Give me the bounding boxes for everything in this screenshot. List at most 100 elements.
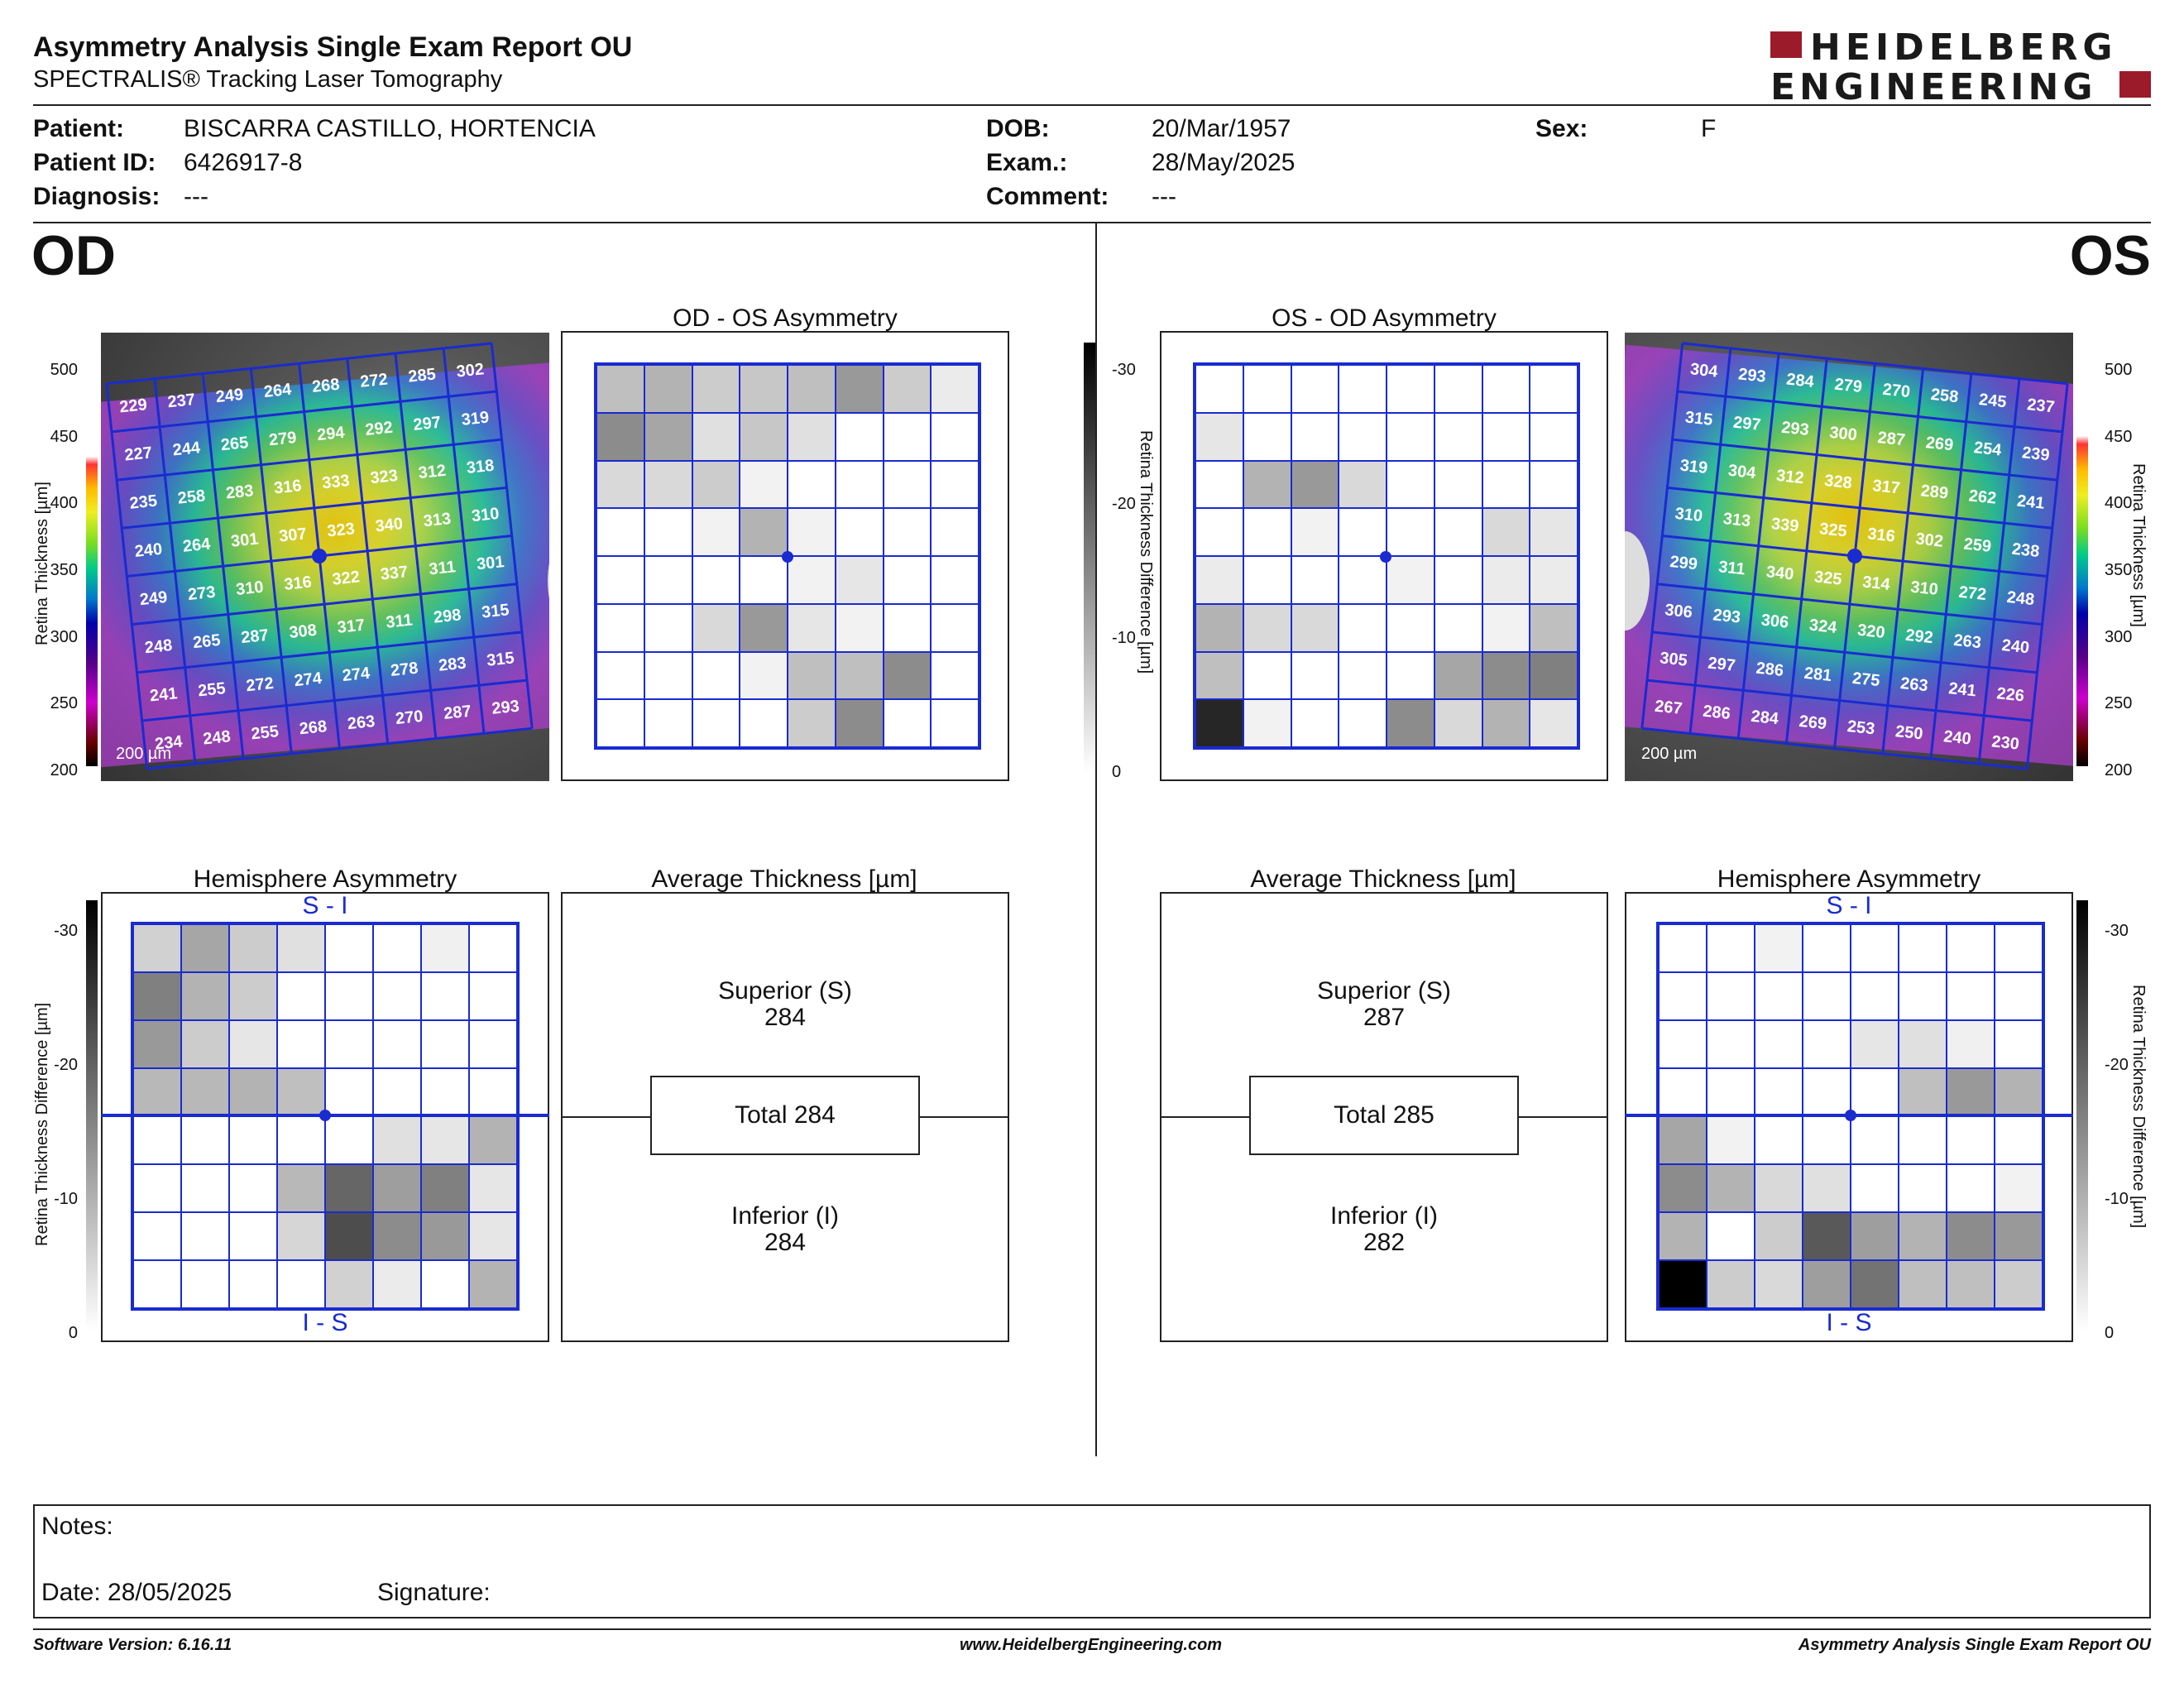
grid-cell bbox=[421, 1020, 469, 1068]
grid-cell bbox=[1243, 603, 1291, 652]
grid-cell bbox=[469, 1068, 517, 1116]
grid-cell bbox=[325, 924, 373, 972]
grid-cell bbox=[644, 651, 692, 700]
grid-cell bbox=[1195, 556, 1243, 604]
od-hemi-grid bbox=[131, 922, 520, 1311]
grid-cell bbox=[1803, 1164, 1851, 1212]
thickness-value: 307 bbox=[278, 525, 307, 545]
thickness-value: 250 bbox=[1894, 722, 1923, 743]
grid-cell bbox=[1755, 924, 1803, 972]
thickness-value: 272 bbox=[1958, 583, 1987, 604]
grid-cell bbox=[1387, 460, 1434, 509]
thickness-value: 323 bbox=[369, 467, 398, 487]
thickness-value: 275 bbox=[1851, 669, 1880, 690]
od-superior: Superior (S) 284 bbox=[561, 978, 1009, 1031]
grid-cell bbox=[1195, 508, 1243, 556]
grid-cell bbox=[1434, 556, 1482, 604]
grid-cell bbox=[277, 1116, 325, 1164]
grid-cell bbox=[1707, 1212, 1755, 1260]
grid-cell bbox=[883, 460, 932, 509]
grid-cell bbox=[596, 412, 644, 461]
grid-cell bbox=[644, 412, 692, 461]
grid-cell bbox=[1434, 365, 1482, 413]
scale-tick-label: 400 bbox=[2105, 494, 2133, 513]
grid-cell bbox=[1947, 924, 1995, 972]
grid-cell bbox=[133, 1116, 181, 1164]
grid-cell bbox=[1339, 460, 1387, 509]
grid-cell bbox=[644, 556, 692, 604]
thickness-value: 340 bbox=[375, 515, 404, 535]
grid-cell bbox=[229, 924, 277, 972]
notes-date: Date: 28/05/2025 bbox=[41, 1579, 232, 1606]
od-thickness-grid: 229 237 249 264 268 272 285 302 227 244 265 279 294 2… bbox=[105, 342, 534, 770]
thickness-value: 278 bbox=[390, 659, 419, 680]
thickness-value: 268 bbox=[299, 717, 328, 738]
thickness-value: 310 bbox=[1674, 505, 1703, 525]
grid-cell bbox=[788, 556, 836, 604]
grid-cell bbox=[229, 972, 277, 1020]
grid-cell bbox=[469, 1260, 517, 1308]
grid-cell bbox=[1803, 1116, 1851, 1164]
thickness-value: 253 bbox=[1846, 717, 1875, 738]
grid-cell bbox=[373, 1020, 421, 1068]
thickness-value: 339 bbox=[1770, 515, 1799, 535]
grid-cell bbox=[1339, 412, 1387, 461]
scale-tick-label: -20 bbox=[54, 1056, 78, 1074]
thickness-value: 241 bbox=[2016, 492, 2045, 512]
grid-cell bbox=[596, 365, 644, 413]
notes-label: Notes: bbox=[41, 1513, 113, 1540]
thickness-value: 310 bbox=[235, 578, 264, 599]
thickness-value: 292 bbox=[1904, 626, 1933, 647]
grid-cell bbox=[1803, 1020, 1851, 1068]
grid-cell bbox=[1659, 1116, 1707, 1164]
comment-label: Comment: bbox=[986, 183, 1109, 210]
footer-report-name: Asymmetry Analysis Single Exam Report OU bbox=[1798, 1636, 2151, 1654]
os-scale-bar-label: 200 µm bbox=[1641, 745, 1698, 763]
grid-cell bbox=[883, 365, 932, 413]
od-hemi-colorbar bbox=[86, 900, 98, 1331]
grid-cell bbox=[692, 365, 740, 413]
os-si-bottom-label: I - S bbox=[1826, 1309, 1872, 1336]
os-thickness-colorbar bbox=[2076, 343, 2088, 766]
grid-cell bbox=[325, 1260, 373, 1308]
grid-cell bbox=[1899, 1164, 1947, 1212]
grid-cell bbox=[931, 699, 979, 747]
scale-tick-label: 200 bbox=[50, 761, 78, 779]
dob-value: 20/Mar/1957 bbox=[1152, 115, 1291, 142]
grid-cell bbox=[596, 651, 644, 700]
grid-cell bbox=[1339, 556, 1387, 604]
notes-box[interactable]: Notes: Date: 28/05/2025 Signature: bbox=[33, 1504, 2151, 1618]
thickness-value: 306 bbox=[1760, 611, 1789, 631]
thickness-value: 270 bbox=[1882, 381, 1911, 401]
grid-line bbox=[1640, 343, 1684, 729]
patient-name: BISCARRA CASTILLO, HORTENCIA bbox=[184, 115, 596, 142]
grid-cell bbox=[181, 1212, 229, 1260]
grid-line bbox=[2025, 383, 2069, 770]
thickness-value: 255 bbox=[250, 722, 279, 743]
thickness-value: 259 bbox=[1963, 535, 1992, 556]
grid-cell bbox=[277, 1020, 325, 1068]
thickness-value: 304 bbox=[1689, 360, 1719, 381]
grid-cell bbox=[1899, 1020, 1947, 1068]
grid-cell bbox=[469, 1212, 517, 1260]
os-hemi-axis-label: Retina Thickness Difference [µm] bbox=[2129, 985, 2148, 1229]
thickness-value: 237 bbox=[2026, 396, 2055, 416]
scale-tick-label: -30 bbox=[1112, 361, 1136, 379]
thickness-value: 308 bbox=[288, 621, 317, 642]
scale-tick-label: 450 bbox=[50, 427, 78, 446]
os-label: OS bbox=[2069, 224, 2151, 287]
grid-cell bbox=[740, 365, 788, 413]
grid-cell bbox=[835, 603, 884, 652]
website-link[interactable]: www.HeidelbergEngineering.com bbox=[960, 1636, 1223, 1654]
grid-cell bbox=[421, 924, 469, 972]
grid-cell bbox=[1482, 603, 1530, 652]
grid-cell bbox=[1387, 556, 1434, 604]
thickness-value: 237 bbox=[167, 391, 196, 411]
grid-cell bbox=[1291, 603, 1339, 652]
grid-cell bbox=[181, 1020, 229, 1068]
scale-tick-label: 0 bbox=[1112, 763, 1122, 781]
od-avg-title: Average Thickness [µm] bbox=[651, 866, 917, 893]
software-version: Software Version: 6.16.11 bbox=[33, 1636, 232, 1654]
grid-cell bbox=[644, 365, 692, 413]
grid-cell bbox=[1803, 1260, 1851, 1308]
